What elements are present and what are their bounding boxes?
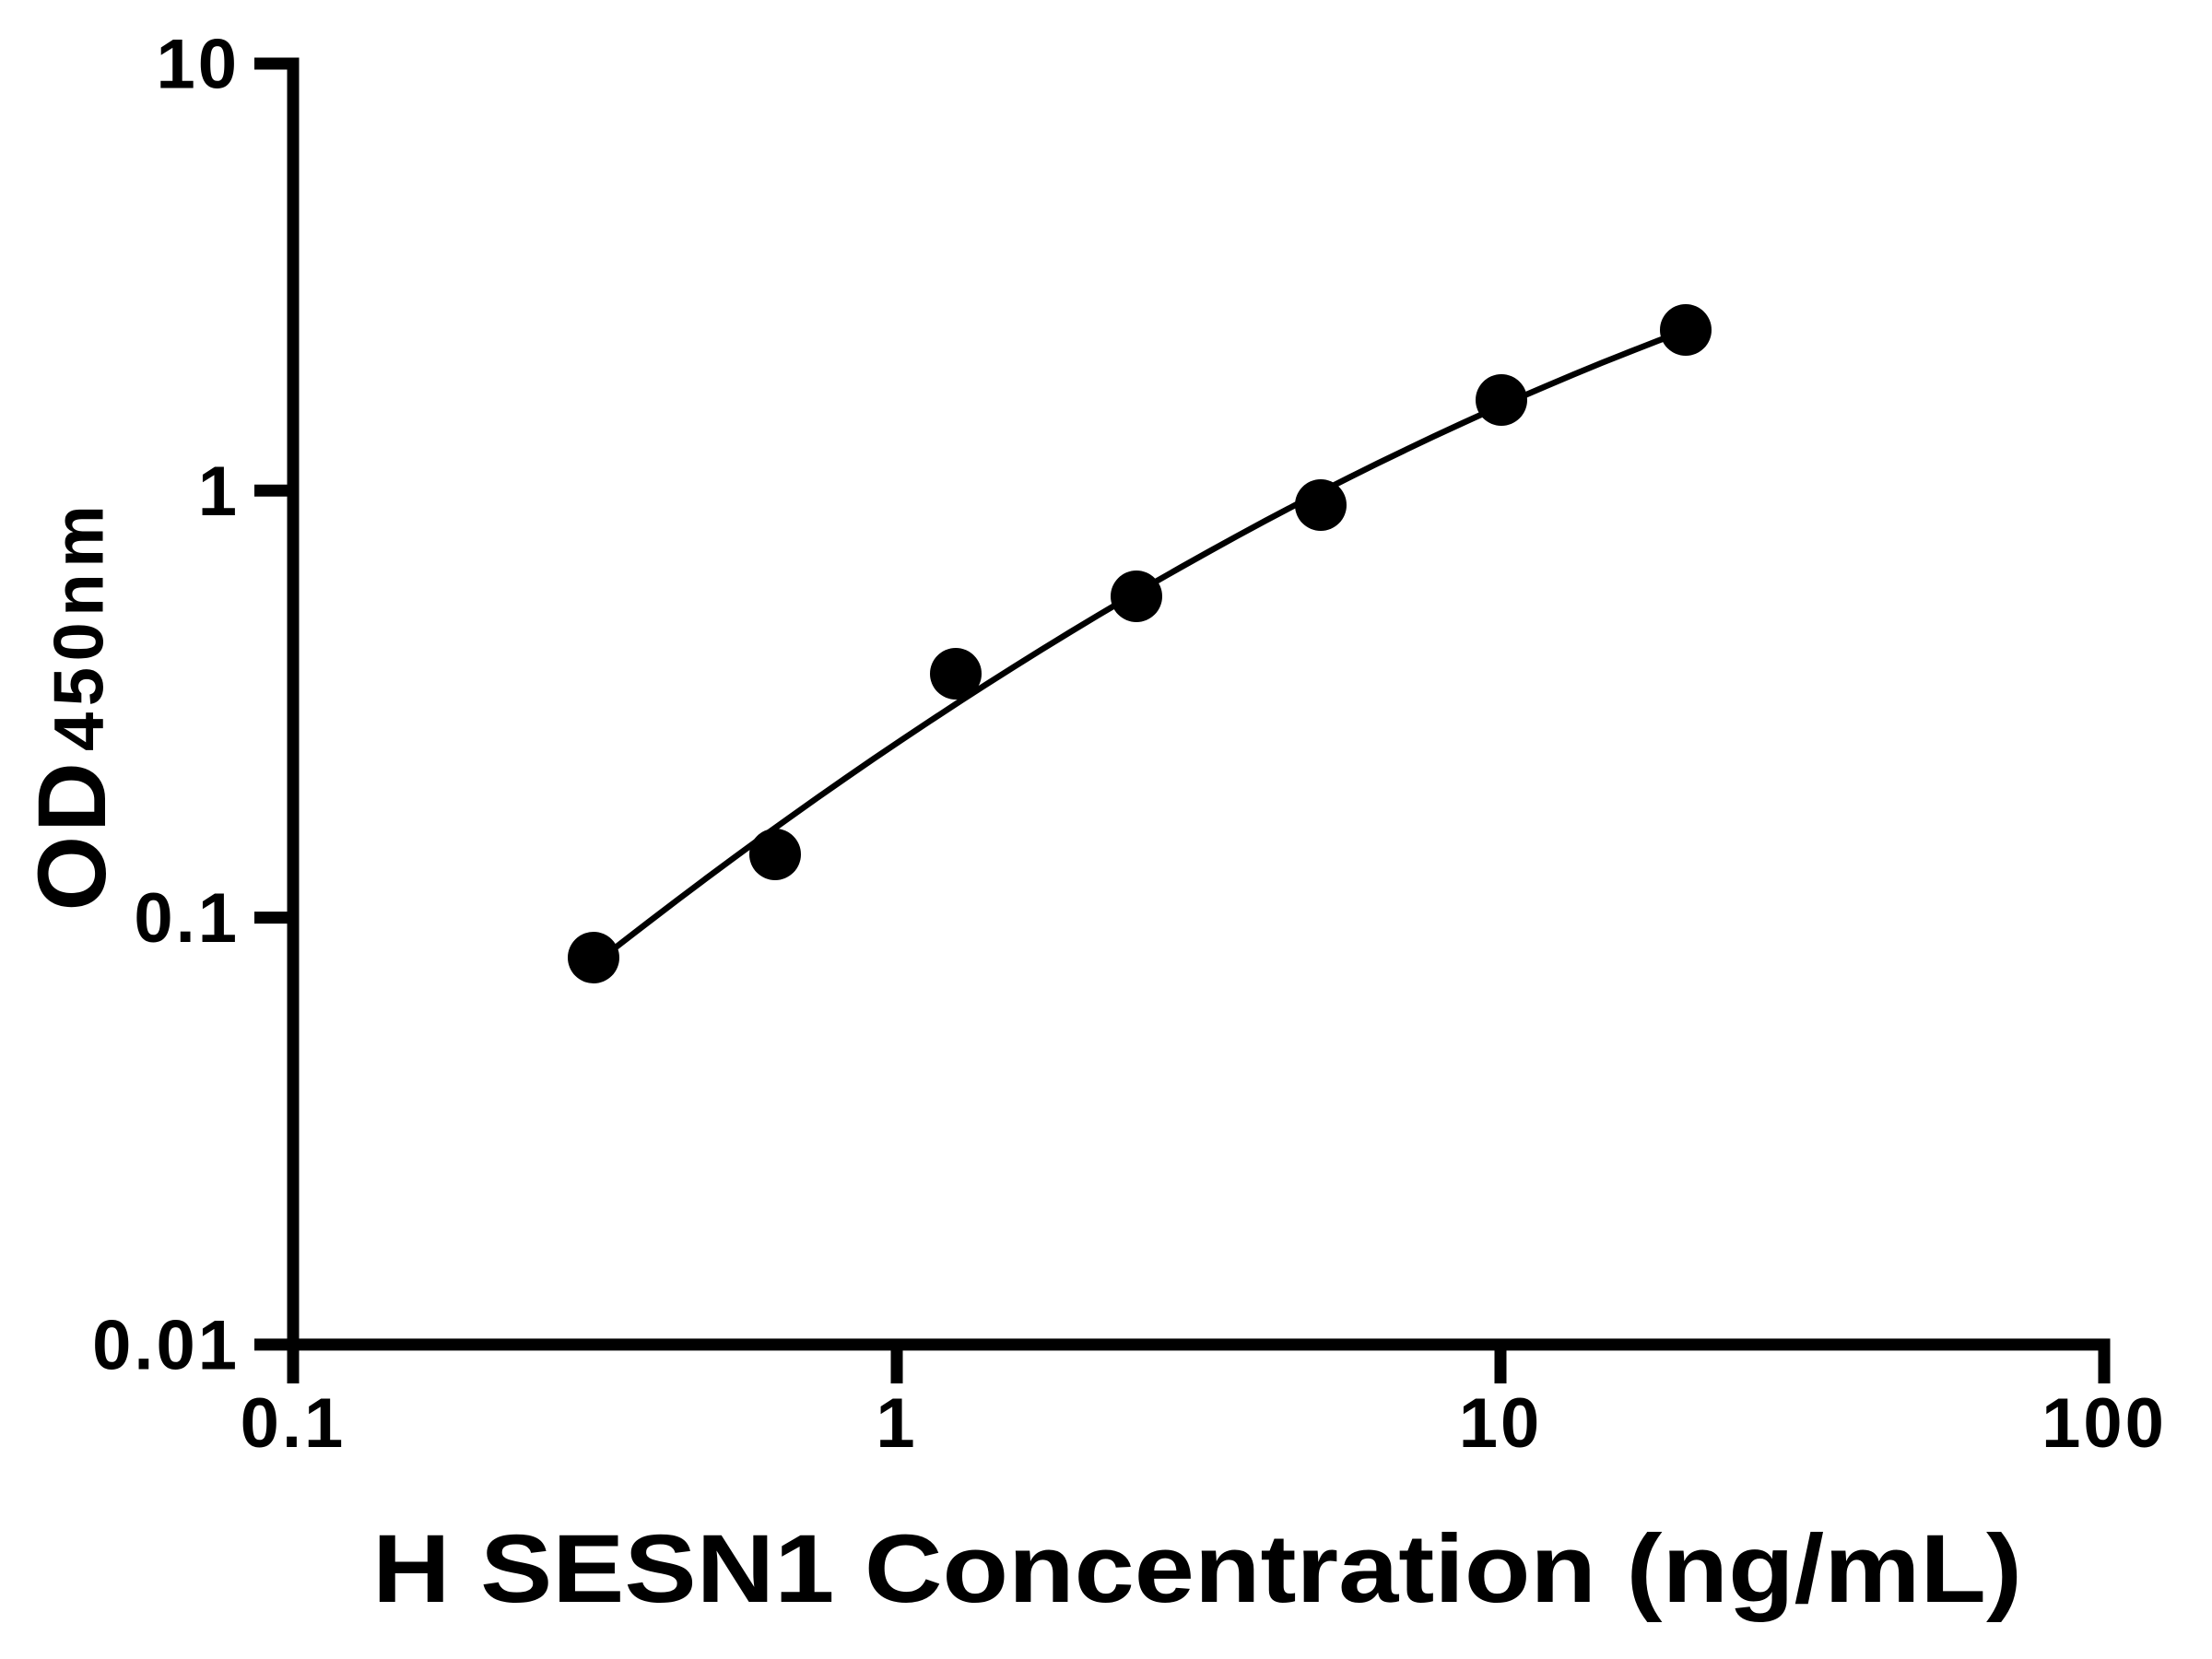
svg-text:1: 1 [876, 1384, 917, 1463]
svg-text:1: 1 [198, 453, 240, 531]
svg-text:0.01: 0.01 [92, 1307, 240, 1385]
svg-text:100: 100 [2041, 1384, 2167, 1463]
svg-text:10: 10 [1459, 1384, 1543, 1463]
svg-text:0.1: 0.1 [241, 1384, 347, 1463]
svg-text:0.1: 0.1 [134, 879, 240, 958]
svg-text:H SESN1 Concentration (ng/mL): H SESN1 Concentration (ng/mL) [372, 1515, 2022, 1623]
svg-text:10: 10 [156, 26, 240, 104]
